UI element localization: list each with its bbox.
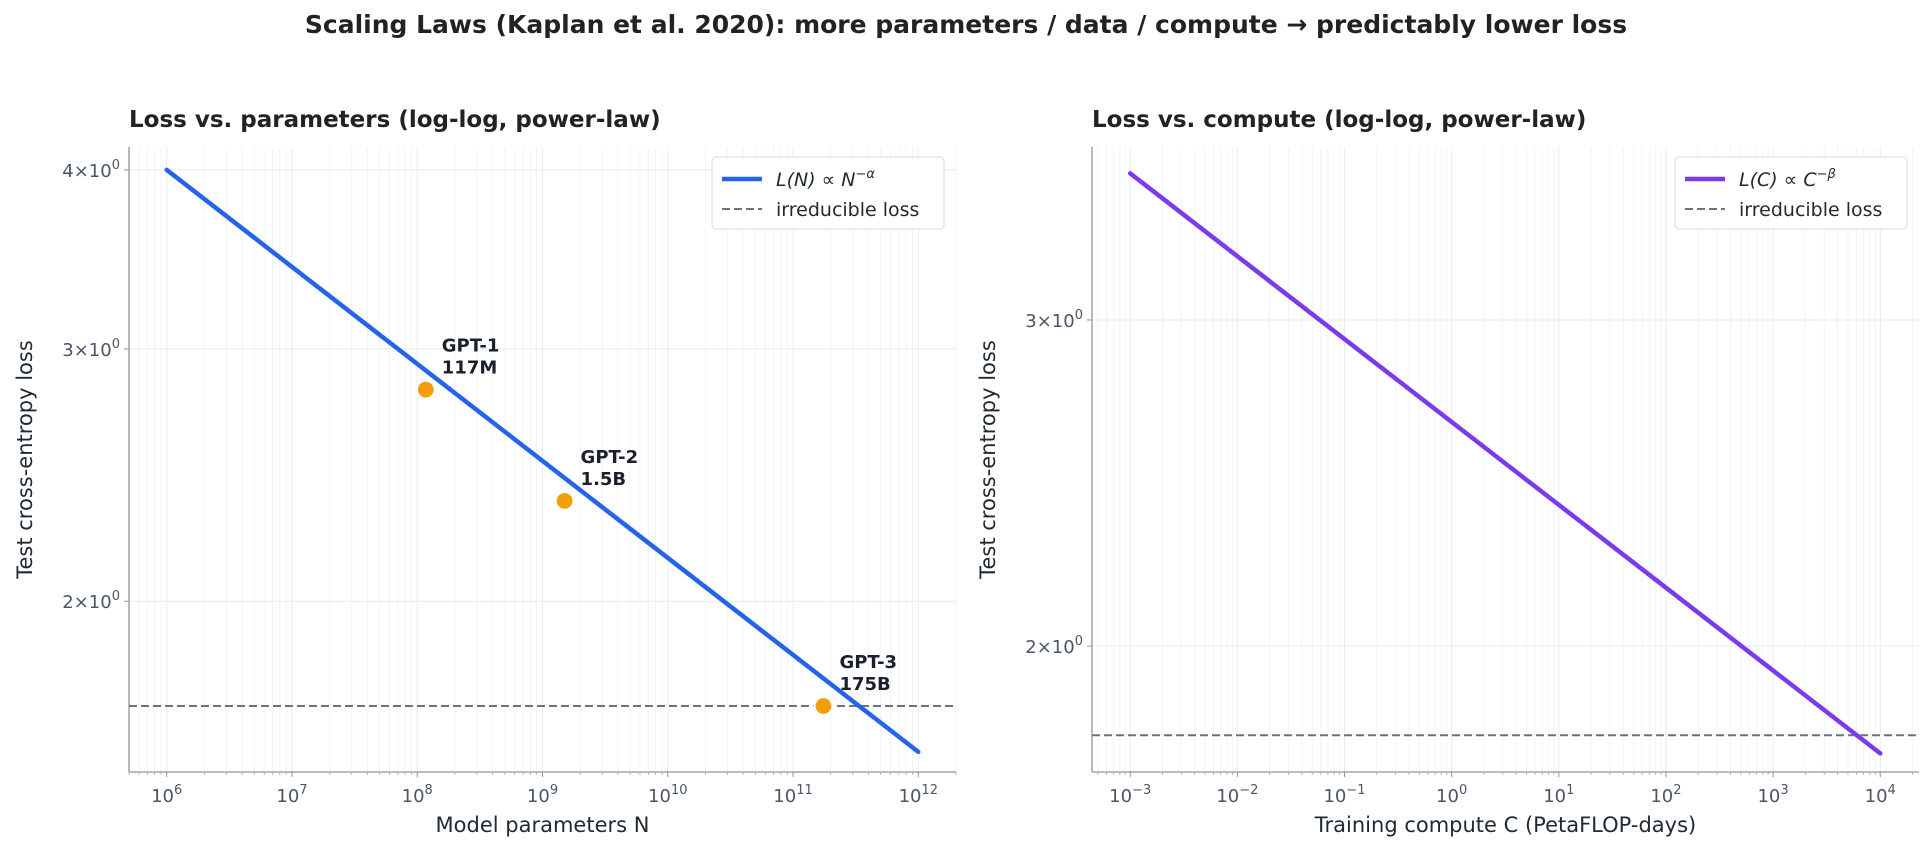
panel1-x-tick-label: 1012 bbox=[899, 783, 938, 807]
panel1-x-tick-label: 108 bbox=[402, 783, 433, 807]
panel2-legend-box bbox=[1674, 156, 1908, 230]
panel1-model-point bbox=[813, 695, 834, 717]
panel1-x-tick-label: 109 bbox=[527, 783, 558, 807]
panel2-x-tick-label: 103 bbox=[1757, 783, 1788, 807]
panel1-title: Loss vs. parameters (log-log, power-law) bbox=[129, 107, 661, 133]
panel1-y-tick-label: 4×100 bbox=[62, 158, 120, 182]
panel1-point-sublabel: 1.5B bbox=[581, 469, 627, 490]
panel2-x-tick-label: 10−2 bbox=[1216, 783, 1258, 807]
panel2-y-axis-label: Test cross-entropy loss bbox=[976, 340, 1000, 580]
panel1-point-sublabel: 117M bbox=[442, 358, 498, 379]
panel1-point-label: GPT-2 bbox=[581, 447, 639, 468]
panel1-legend-box bbox=[711, 156, 945, 230]
panel1-series-line bbox=[164, 167, 921, 755]
panel1-legend-hline-label: irreducible loss bbox=[776, 199, 919, 221]
panel2-x-axis-label: Training compute C (PetaFLOP-days) bbox=[1314, 813, 1696, 837]
panel2-legend-hline-label: irreducible loss bbox=[1739, 199, 1882, 221]
panel1-y-axis-label: Test cross-entropy loss bbox=[13, 340, 37, 580]
panel1-model-point bbox=[415, 379, 436, 400]
panel1-point-label: GPT-1 bbox=[442, 336, 500, 357]
panel2-x-tick-label: 10−3 bbox=[1109, 783, 1151, 807]
panel1-model-point bbox=[554, 490, 575, 511]
panel1-legend-series-label: L(N) ∝ N−α bbox=[776, 167, 875, 191]
panel2-y-tick-label: 2×100 bbox=[1025, 634, 1083, 658]
panel1-x-tick-label: 107 bbox=[276, 783, 307, 807]
panel2-series-line bbox=[1127, 171, 1883, 756]
panel1-x-tick-label: 1011 bbox=[773, 783, 812, 807]
panel1-point-sublabel: 175B bbox=[839, 674, 890, 695]
panel1-y-tick-label: 2×100 bbox=[62, 589, 120, 613]
panel2-x-tick-label: 10−1 bbox=[1323, 783, 1365, 807]
panel2-y-tick-label: 3×100 bbox=[1025, 308, 1083, 332]
figure-title: Scaling Laws (Kaplan et al. 2020): more … bbox=[304, 10, 1628, 39]
panel2-x-tick-label: 102 bbox=[1650, 783, 1681, 807]
panel1-point-label: GPT-3 bbox=[839, 652, 897, 673]
panel1-y-tick-label: 3×100 bbox=[62, 337, 120, 361]
panel1-x-tick-label: 106 bbox=[151, 783, 182, 807]
panel1-x-axis-label: Model parameters N bbox=[436, 813, 650, 837]
panel2-legend-series-label: L(C) ∝ C−β bbox=[1739, 167, 1836, 191]
panel2-x-tick-label: 101 bbox=[1543, 783, 1574, 807]
panel1-x-tick-label: 1010 bbox=[648, 783, 687, 807]
panel2-title: Loss vs. compute (log-log, power-law) bbox=[1092, 107, 1586, 133]
panel2-x-tick-label: 100 bbox=[1436, 783, 1467, 807]
panel2-x-tick-label: 104 bbox=[1865, 783, 1896, 807]
